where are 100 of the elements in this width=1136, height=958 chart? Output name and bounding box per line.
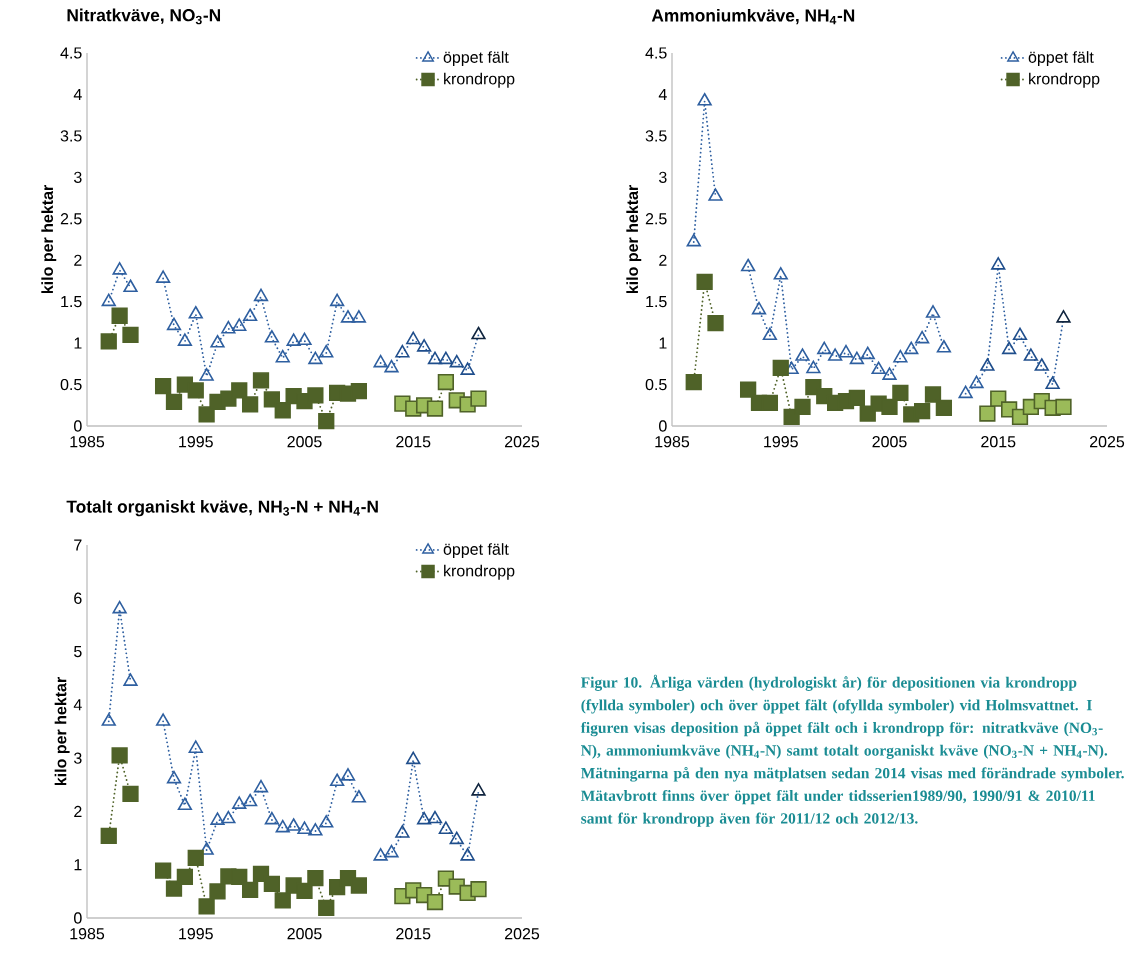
point	[935, 399, 953, 416]
legend-label: öppet fält	[1028, 51, 1094, 67]
point	[762, 327, 778, 341]
x-tick-label: 1995	[179, 928, 213, 940]
point	[242, 793, 258, 807]
x-tick-label: 1995	[764, 436, 798, 448]
point	[925, 305, 941, 318]
point	[307, 869, 324, 887]
y-tick-label: 3	[74, 752, 82, 764]
point	[296, 882, 313, 899]
y-tick-label: 6	[74, 592, 82, 604]
y-tick-label: 0	[659, 420, 667, 432]
y-tick-label: 2.5	[60, 213, 82, 225]
point	[761, 394, 779, 411]
chart-title: Nitratkväve, NO$_{3}$-N	[67, 8, 221, 25]
point	[904, 341, 919, 355]
point	[395, 825, 410, 838]
point	[318, 899, 335, 917]
x-tick-label: 2005	[872, 436, 907, 448]
legend-label: krondropp	[1029, 72, 1100, 88]
y-tick-label: 2	[74, 254, 82, 266]
point	[166, 770, 182, 784]
y-tick-label: 5	[74, 646, 82, 658]
point	[914, 330, 930, 344]
point	[123, 673, 138, 686]
point	[319, 815, 334, 828]
y-tick-label: 4.5	[60, 47, 82, 59]
point	[187, 849, 204, 866]
point	[881, 398, 898, 416]
point	[253, 779, 269, 793]
point	[232, 796, 247, 809]
legend-label: öppet fält	[443, 543, 509, 559]
point	[460, 848, 475, 861]
point	[740, 381, 757, 398]
point	[882, 367, 897, 380]
point	[155, 713, 171, 726]
point	[274, 892, 291, 909]
point	[263, 875, 281, 893]
x-tick-label: 2005	[287, 928, 322, 940]
x-tick-label: 1985	[70, 928, 105, 940]
y-axis-title: kilo per hektar	[626, 185, 642, 294]
y-tick-label: 0	[74, 912, 82, 924]
y-tick-label: 7	[74, 539, 82, 551]
y-tick-label: 2.5	[645, 213, 667, 225]
point	[827, 348, 843, 361]
point	[979, 405, 996, 422]
y-tick-label: 3.5	[60, 130, 82, 142]
y-axis-title: kilo per hektar	[41, 185, 57, 294]
chart-title: Ammoniumkväve, NH$_{4}$-N	[651, 8, 855, 25]
point	[188, 740, 203, 754]
y-tick-label: 1.5	[61, 296, 82, 308]
y-tick-label: 3	[74, 171, 82, 183]
x-tick-label: 1985	[70, 436, 105, 448]
point	[980, 358, 995, 371]
point	[892, 384, 909, 401]
point	[740, 258, 756, 272]
point	[708, 188, 723, 201]
point	[860, 346, 875, 360]
point	[438, 821, 454, 835]
point	[991, 257, 1006, 270]
y-tick-label: 4	[658, 88, 667, 100]
x-tick-label: 2015	[981, 436, 1016, 448]
point	[373, 848, 388, 861]
point	[275, 819, 290, 833]
point	[449, 831, 464, 845]
point	[686, 233, 701, 247]
x-tick-label: 2015	[396, 928, 431, 940]
x-tick-label: 2025	[504, 436, 540, 448]
point	[913, 402, 931, 420]
point	[751, 301, 767, 315]
x-tick-label: 1985	[655, 436, 690, 448]
x-tick-label: 2025	[504, 928, 540, 940]
x-tick-label: 2025	[1090, 436, 1125, 448]
y-tick-label: 0.5	[645, 378, 667, 391]
y-tick-label: 1	[659, 337, 667, 349]
point	[1023, 348, 1039, 361]
point	[101, 713, 116, 726]
point	[773, 267, 788, 280]
point	[426, 893, 444, 911]
y-tick-label: 3	[659, 171, 667, 183]
point	[849, 351, 865, 365]
point	[871, 361, 886, 375]
point	[427, 810, 443, 824]
y-tick-label: 4	[73, 88, 82, 100]
point	[696, 273, 713, 290]
point	[1012, 327, 1028, 341]
y-tick-label: 1	[74, 859, 82, 871]
chart-title: Totalt organiskt kväve, NH$_{3}$-N + NH$_{4}$-N	[66, 500, 378, 517]
point	[176, 868, 194, 886]
point	[286, 818, 301, 831]
point	[198, 898, 215, 915]
point	[794, 398, 811, 416]
point	[1055, 398, 1072, 416]
point	[707, 315, 724, 332]
point	[177, 797, 193, 811]
point	[351, 789, 367, 803]
x-tick-label: 1995	[179, 436, 213, 448]
point	[1056, 310, 1071, 323]
y-tick-label: 2	[74, 805, 82, 818]
point	[384, 844, 399, 858]
